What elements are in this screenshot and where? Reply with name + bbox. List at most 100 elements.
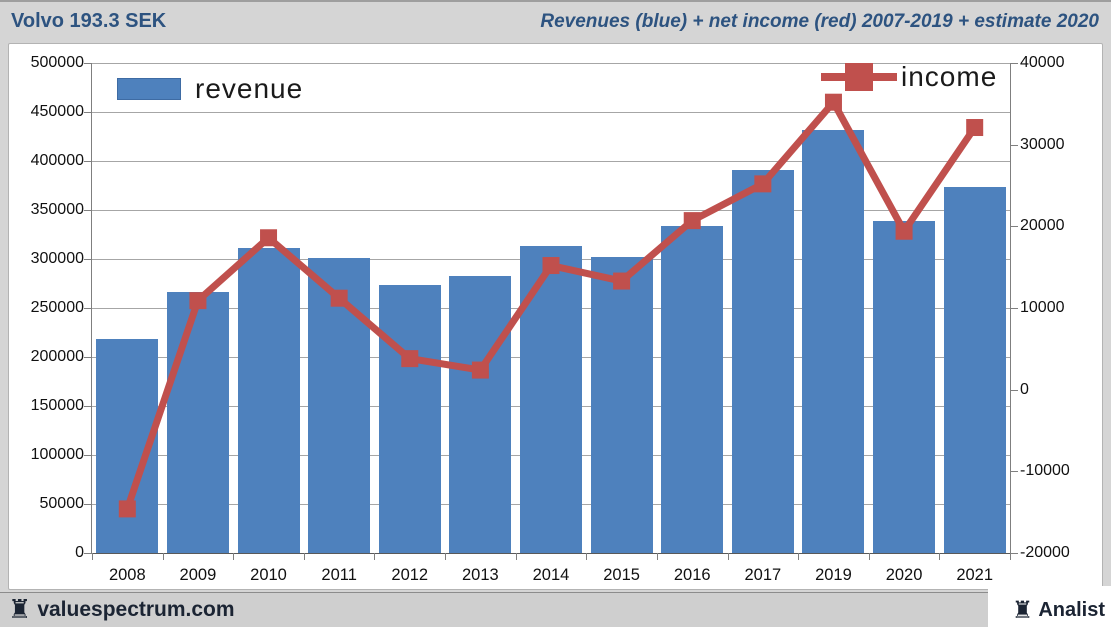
x-axis-tick [92, 553, 93, 560]
right-axis-tick [1010, 389, 1018, 391]
revenue-bar-2012 [378, 285, 441, 553]
left-axis-label: 150000 [30, 397, 84, 414]
income-marker-2017 [754, 175, 772, 193]
valuespectrum-link[interactable]: ♜ valuespectrum.com [8, 595, 235, 625]
income-marker-2019 [824, 93, 842, 111]
x-axis-label-2015: 2015 [603, 566, 640, 584]
right-axis-tick [1010, 553, 1018, 554]
right-axis-label: 0 [1020, 380, 1029, 398]
x-axis-tick [1010, 553, 1011, 560]
plot-area: 500000 450000 400000 350000 300000 250000 2000… [31, 54, 1070, 584]
x-axis-tick [656, 553, 658, 560]
x-axis-label-2014: 2014 [532, 566, 570, 584]
x-axis-tick [374, 553, 376, 560]
revenue-bar-2016 [661, 225, 724, 553]
gridline [92, 161, 1010, 162]
left-axis-label: 300000 [30, 250, 84, 267]
revenue-bar-2010 [237, 248, 300, 553]
revenue-bar-2021 [943, 187, 1006, 553]
x-axis-label-2009: 2009 [179, 566, 217, 584]
income-marker-2020 [895, 222, 913, 240]
left-axis-tick [84, 210, 92, 211]
analist-label: Analist [1038, 598, 1105, 621]
rook-icon: ♜ [8, 595, 32, 625]
x-axis-tick [445, 553, 447, 560]
left-axis-label: 100000 [30, 446, 84, 463]
left-axis-tick [84, 504, 92, 505]
right-axis-label: 40000 [1020, 54, 1065, 71]
legend-revenue-label: revenue [195, 73, 304, 104]
revenue-bar-2009 [166, 292, 229, 553]
stock-title: Volvo 193.3 SEK [11, 10, 167, 32]
gridline [92, 112, 1010, 113]
left-axis-tick [84, 308, 92, 309]
right-axis-tick [1010, 308, 1018, 309]
analist-logo-background [988, 586, 1111, 627]
revenue-bar-2017 [731, 169, 794, 553]
x-axis-label-2011: 2011 [321, 566, 357, 584]
income-marker-2013 [471, 361, 489, 379]
left-axis-label: 250000 [30, 299, 84, 316]
income-marker-2014 [542, 257, 560, 275]
right-axis-tick [1010, 63, 1018, 64]
x-axis-tick [515, 553, 517, 560]
revenue-bar-2011 [308, 258, 371, 553]
gridline [92, 210, 1010, 211]
x-axis-label-2010: 2010 [250, 566, 287, 584]
x-axis-label-2020: 2020 [885, 566, 923, 584]
left-axis-tick [84, 63, 92, 64]
left-axis-label: 500000 [30, 54, 84, 71]
income-marker-2010 [260, 229, 278, 247]
income-line-marker-icon [821, 62, 897, 92]
income-marker-2021 [966, 119, 984, 137]
left-axis-tick [84, 406, 92, 407]
revenue-bar-2015 [590, 257, 653, 553]
x-axis-tick [303, 553, 305, 560]
x-axis-label-2008: 2008 [108, 566, 146, 584]
left-axis-label: 450000 [30, 103, 84, 120]
right-axis-label: 20000 [1020, 217, 1065, 235]
left-axis-tick [84, 161, 92, 162]
left-axis-label: 0 [75, 544, 84, 561]
left-axis-tick [84, 553, 92, 554]
x-axis-label-2017: 2017 [744, 566, 782, 584]
x-axis-label-2016: 2016 [673, 566, 711, 584]
valuespectrum-label: valuespectrum.com [37, 598, 235, 621]
chart-panel: 500000 450000 400000 350000 300000 250000 2000… [8, 43, 1103, 590]
revenue-bar-2013 [449, 275, 512, 553]
footer-bar: ♜ valuespectrum.com ♜ Analist [0, 586, 1111, 627]
x-axis-tick [233, 553, 235, 560]
income-marker-2016 [683, 212, 701, 230]
legend-income-label: income [901, 61, 998, 92]
right-axis-tick [1010, 471, 1018, 473]
gridline [92, 63, 1010, 64]
right-axis-label: -20000 [1020, 544, 1070, 561]
left-axis-tick [84, 259, 92, 260]
x-axis-label-2013: 2013 [462, 566, 499, 584]
income-marker-2012 [401, 350, 419, 368]
x-axis-tick [868, 553, 870, 560]
rook-icon: ♜ [1011, 596, 1034, 624]
income-marker-2008 [118, 500, 136, 518]
income-line-chart [118, 93, 984, 518]
right-axis-tick [1010, 226, 1018, 228]
x-axis-label-2012: 2012 [391, 566, 429, 584]
x-axis-tick [798, 553, 800, 560]
chart-subtitle: Revenues (blue) + net income (red) 2007-… [540, 11, 1099, 32]
x-axis-tick [586, 553, 588, 560]
right-axis-label: -10000 [1020, 462, 1070, 480]
analist-link[interactable]: ♜ Analist [1012, 595, 1105, 625]
revenue-swatch-icon [117, 78, 181, 100]
income-line [123, 96, 978, 511]
left-axis-label: 400000 [30, 152, 84, 169]
x-axis-tick [939, 553, 941, 560]
left-axis-tick [84, 112, 92, 113]
x-axis-tick [727, 553, 729, 560]
legend-income: income [821, 61, 997, 93]
legend-revenue: revenue [117, 73, 303, 105]
x-axis-label-2021: 2021 [956, 566, 994, 584]
right-axis-label: 30000 [1020, 135, 1065, 153]
left-axis-tick [84, 455, 92, 456]
left-axis-tick [84, 357, 92, 358]
